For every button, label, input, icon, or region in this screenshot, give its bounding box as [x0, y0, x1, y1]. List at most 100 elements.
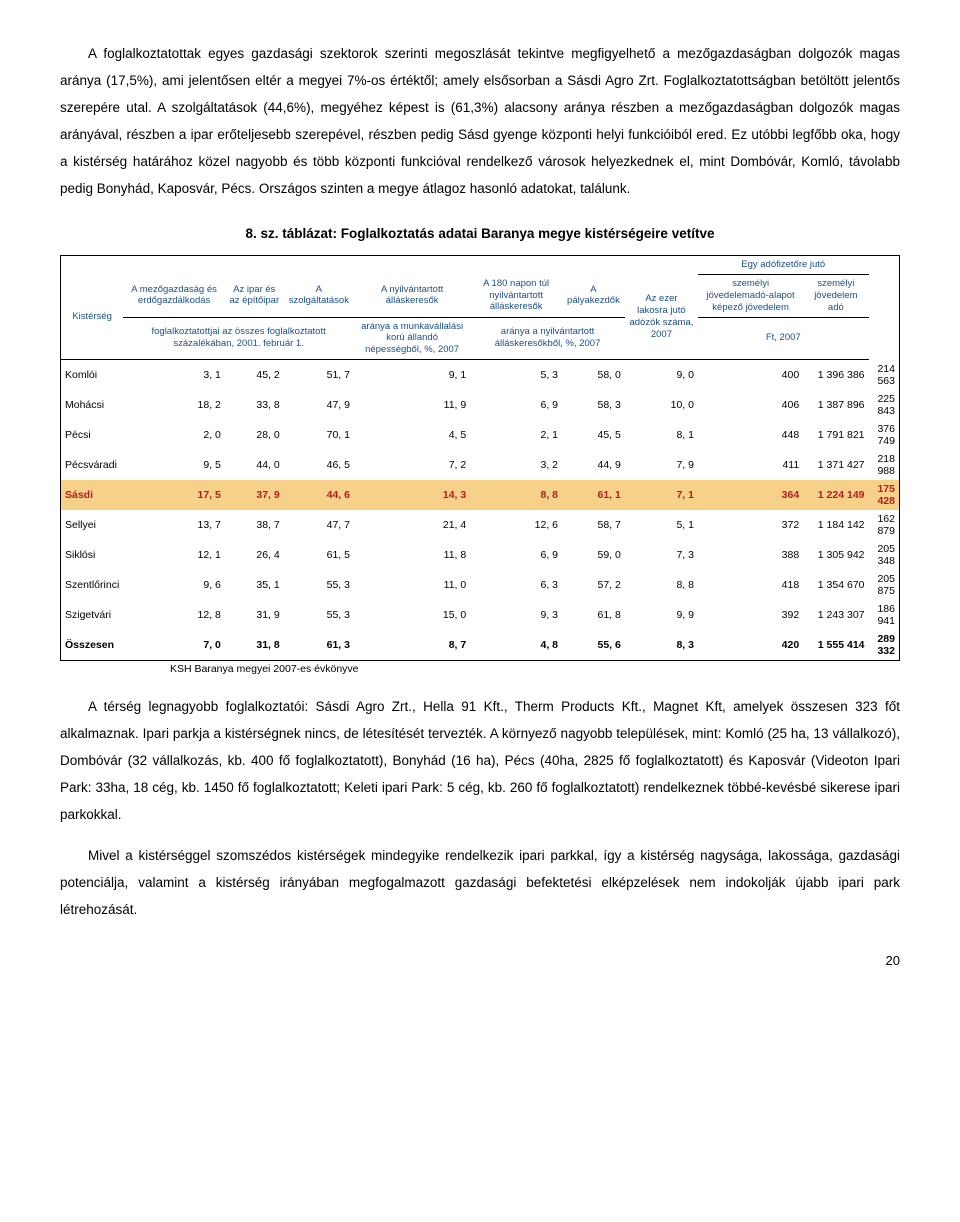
cell-value: 418: [698, 570, 803, 600]
cell-value: 372: [698, 510, 803, 540]
cell-value: 35, 1: [225, 570, 284, 600]
cell-value: 7, 1: [625, 480, 698, 510]
col-allaskereso: A nyilvántartott álláskeresők: [354, 274, 470, 317]
col-group-per-taxpayer: Egy adófizetőre jutó: [698, 256, 869, 275]
cell-value: 7, 3: [625, 540, 698, 570]
cell-value: 55, 3: [284, 600, 354, 630]
table-row: Szigetvári12, 831, 955, 315, 09, 361, 89…: [61, 600, 900, 630]
cell-value: 45, 2: [225, 360, 284, 390]
cell-value: 2, 0: [123, 420, 225, 450]
cell-value: 4, 5: [354, 420, 470, 450]
cell-value: 3, 2: [470, 450, 562, 480]
cell-value: 12, 6: [470, 510, 562, 540]
cell-value: 1 555 414: [803, 630, 868, 661]
cell-value: 5, 3: [470, 360, 562, 390]
col-180nap: A 180 napon túl nyilvántartott álláskere…: [470, 274, 562, 317]
table-source: KSH Baranya megyei 2007-es évkönyve: [170, 663, 900, 675]
col-mezogazdasag: A mezőgazdaság és erdőgazdálkodás: [123, 274, 225, 317]
cell-value: 55, 3: [284, 570, 354, 600]
cell-value: 11, 8: [354, 540, 470, 570]
cell-value: 5, 1: [625, 510, 698, 540]
cell-value: 61, 8: [562, 600, 625, 630]
page-number: 20: [60, 953, 900, 968]
cell-value: 3, 1: [123, 360, 225, 390]
cell-value: 17, 5: [123, 480, 225, 510]
col-ipar: Az ipar és az építőipar: [225, 274, 284, 317]
cell-value: 13, 7: [123, 510, 225, 540]
cell-value: 1 305 942: [803, 540, 868, 570]
cell-value: 61, 5: [284, 540, 354, 570]
cell-value: 376 749: [869, 420, 900, 450]
table-row: Pécsváradi9, 544, 046, 57, 23, 244, 97, …: [61, 450, 900, 480]
employment-table: Egy adófizetőre jutó Kistérség A mezőgaz…: [60, 255, 900, 661]
cell-value: 9, 0: [625, 360, 698, 390]
paragraph-1: A foglalkoztatottak egyes gazdasági szek…: [60, 40, 900, 202]
cell-value: 205 875: [869, 570, 900, 600]
cell-value: 10, 0: [625, 390, 698, 420]
cell-value: 33, 8: [225, 390, 284, 420]
cell-value: 9, 1: [354, 360, 470, 390]
cell-value: 1 791 821: [803, 420, 868, 450]
cell-value: 11, 0: [354, 570, 470, 600]
cell-value: 58, 3: [562, 390, 625, 420]
cell-value: 7, 0: [123, 630, 225, 661]
cell-value: 6, 9: [470, 390, 562, 420]
sub-ft2007: Ft, 2007: [698, 317, 869, 360]
cell-value: 26, 4: [225, 540, 284, 570]
cell-kisterseg: Szigetvári: [61, 600, 124, 630]
cell-value: 406: [698, 390, 803, 420]
cell-kisterseg: Szentlőrinci: [61, 570, 124, 600]
table-row: Sellyei13, 738, 747, 721, 412, 658, 75, …: [61, 510, 900, 540]
cell-value: 8, 8: [470, 480, 562, 510]
table-row: Sásdi17, 537, 944, 614, 38, 861, 17, 136…: [61, 480, 900, 510]
cell-value: 47, 7: [284, 510, 354, 540]
cell-value: 44, 6: [284, 480, 354, 510]
cell-value: 55, 6: [562, 630, 625, 661]
cell-value: 58, 0: [562, 360, 625, 390]
cell-value: 11, 9: [354, 390, 470, 420]
cell-kisterseg: Mohácsi: [61, 390, 124, 420]
cell-value: 420: [698, 630, 803, 661]
cell-value: 1 354 670: [803, 570, 868, 600]
col-palyakezdo: A pályakezdők: [562, 274, 625, 317]
cell-value: 218 988: [869, 450, 900, 480]
cell-value: 15, 0: [354, 600, 470, 630]
cell-kisterseg: Pécsi: [61, 420, 124, 450]
cell-value: 162 879: [869, 510, 900, 540]
cell-kisterseg: Komlói: [61, 360, 124, 390]
cell-value: 289 332: [869, 630, 900, 661]
cell-value: 392: [698, 600, 803, 630]
table-row: Szentlőrinci9, 635, 155, 311, 06, 357, 2…: [61, 570, 900, 600]
cell-value: 8, 7: [354, 630, 470, 661]
cell-value: 47, 9: [284, 390, 354, 420]
table-row: Összesen7, 031, 861, 38, 74, 855, 68, 34…: [61, 630, 900, 661]
cell-value: 388: [698, 540, 803, 570]
cell-value: 411: [698, 450, 803, 480]
paragraph-3: Mivel a kistérséggel szomszédos kistérsé…: [60, 842, 900, 923]
cell-kisterseg: Siklósi: [61, 540, 124, 570]
sub-foglalkoztatott: foglalkoztatottjai az összes foglalkozta…: [123, 317, 354, 360]
cell-value: 44, 0: [225, 450, 284, 480]
cell-value: 51, 7: [284, 360, 354, 390]
cell-value: 6, 9: [470, 540, 562, 570]
col-jovedelemalap: személyi jövedelemadó-alapot képező jöve…: [698, 274, 803, 317]
cell-kisterseg: Sásdi: [61, 480, 124, 510]
cell-value: 28, 0: [225, 420, 284, 450]
cell-value: 58, 7: [562, 510, 625, 540]
cell-value: 37, 9: [225, 480, 284, 510]
cell-value: 214 563: [869, 360, 900, 390]
cell-value: 8, 3: [625, 630, 698, 661]
cell-value: 8, 1: [625, 420, 698, 450]
cell-value: 186 941: [869, 600, 900, 630]
paragraph-2: A térség legnagyobb foglalkoztatói: Sásd…: [60, 693, 900, 828]
cell-value: 12, 8: [123, 600, 225, 630]
cell-value: 6, 3: [470, 570, 562, 600]
table-row: Pécsi2, 028, 070, 14, 52, 145, 58, 14481…: [61, 420, 900, 450]
cell-value: 44, 9: [562, 450, 625, 480]
cell-value: 9, 3: [470, 600, 562, 630]
cell-value: 38, 7: [225, 510, 284, 540]
cell-value: 448: [698, 420, 803, 450]
cell-value: 7, 2: [354, 450, 470, 480]
cell-value: 8, 8: [625, 570, 698, 600]
cell-value: 9, 9: [625, 600, 698, 630]
